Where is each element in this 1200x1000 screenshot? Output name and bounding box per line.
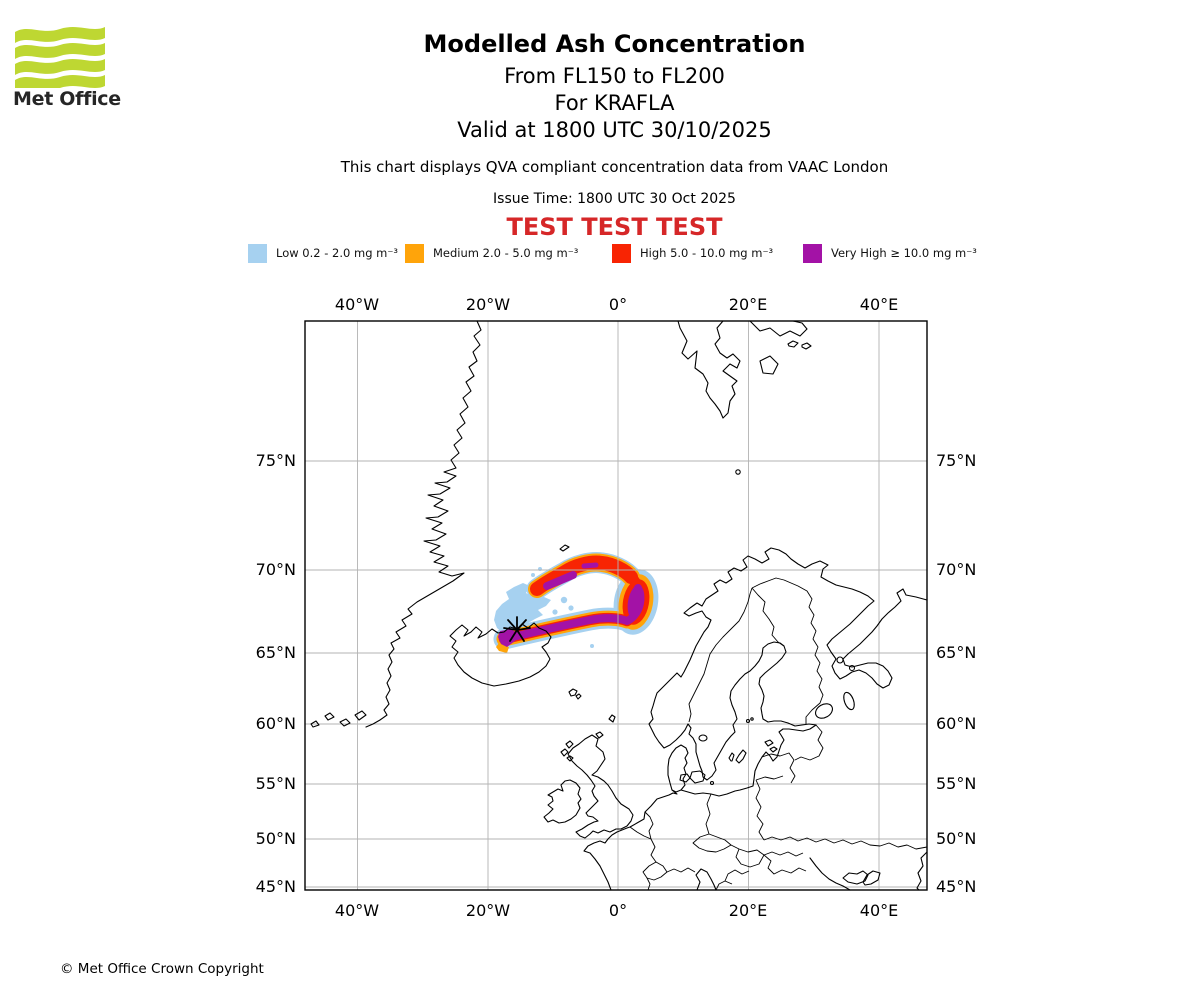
legend-swatch-high-icon bbox=[612, 243, 631, 263]
lat-tick-label: 50°N bbox=[936, 829, 976, 848]
legend-swatch-medium-icon bbox=[405, 243, 424, 263]
legend-label-high: High 5.0 - 10.0 mg m⁻³ bbox=[640, 246, 774, 260]
volcano-marker-icon bbox=[503, 616, 531, 642]
lon-tick-label: 20°E bbox=[729, 901, 767, 920]
lat-tick-label: 60°N bbox=[936, 714, 976, 733]
lat-tick-label: 70°N bbox=[256, 560, 296, 579]
lon-tick-label: 0° bbox=[609, 295, 627, 314]
subtitle-flight-levels: From FL150 to FL200 bbox=[504, 64, 725, 88]
lat-tick-label: 45°N bbox=[256, 877, 296, 896]
legend-swatch-low-icon bbox=[248, 243, 267, 263]
lon-tick-label: 0° bbox=[609, 901, 627, 920]
lat-tick-label: 75°N bbox=[256, 451, 296, 470]
test-banner: TEST TEST TEST bbox=[506, 213, 723, 241]
legend-label-medium: Medium 2.0 - 5.0 mg m⁻³ bbox=[433, 246, 579, 260]
subtitle-volcano: For KRAFLA bbox=[554, 91, 675, 115]
lon-labels-bottom: 40°W 20°W 0° 20°E 40°E bbox=[335, 901, 898, 920]
lat-tick-label: 65°N bbox=[256, 643, 296, 662]
ash-plume bbox=[493, 552, 659, 653]
copyright-notice: © Met Office Crown Copyright bbox=[60, 961, 264, 977]
lat-tick-label: 65°N bbox=[936, 643, 976, 662]
lat-tick-label: 75°N bbox=[936, 451, 976, 470]
legend-item: Very High ≥ 10.0 mg m⁻³ bbox=[803, 243, 977, 263]
lon-labels-top: 40°W 20°W 0° 20°E 40°E bbox=[335, 295, 898, 314]
lat-tick-label: 45°N bbox=[936, 877, 976, 896]
legend-label-low: Low 0.2 - 2.0 mg m⁻³ bbox=[276, 246, 399, 260]
met-office-logo bbox=[14, 24, 106, 92]
qva-description: This chart displays QVA compliant concen… bbox=[340, 158, 889, 176]
page-title: Modelled Ash Concentration bbox=[423, 30, 806, 58]
legend-label-very-high: Very High ≥ 10.0 mg m⁻³ bbox=[831, 246, 977, 260]
issue-time: Issue Time: 1800 UTC 30 Oct 2025 bbox=[493, 191, 736, 207]
legend-item: Medium 2.0 - 5.0 mg m⁻³ bbox=[405, 243, 578, 263]
legend-swatch-very-high-icon bbox=[803, 243, 822, 263]
lat-tick-label: 55°N bbox=[936, 774, 976, 793]
graticule bbox=[305, 321, 927, 890]
lat-tick-label: 55°N bbox=[256, 774, 296, 793]
lat-tick-label: 70°N bbox=[936, 560, 976, 579]
lon-tick-label: 20°W bbox=[466, 901, 510, 920]
lon-tick-label: 40°W bbox=[335, 295, 379, 314]
map-frame bbox=[304, 320, 928, 891]
lat-labels-right: 75°N 70°N 65°N 60°N 55°N 50°N 45°N bbox=[936, 451, 976, 896]
plume-very-high-layer bbox=[498, 562, 645, 647]
lat-labels-left: 75°N 70°N 65°N 60°N 55°N 50°N 45°N bbox=[256, 451, 296, 896]
coastlines bbox=[310, 320, 928, 891]
subtitle-valid-time: Valid at 1800 UTC 30/10/2025 bbox=[457, 118, 772, 142]
legend-item: High 5.0 - 10.0 mg m⁻³ bbox=[612, 243, 773, 263]
lon-tick-label: 20°W bbox=[466, 295, 510, 314]
ash-concentration-map: 40°W 20°W 0° 20°E 40°E 40°W 20°W 0° 20°E… bbox=[256, 295, 977, 920]
lon-tick-label: 40°E bbox=[860, 295, 898, 314]
logo-wordmark: Met Office bbox=[13, 88, 121, 110]
country-borders bbox=[629, 577, 928, 891]
lat-tick-label: 60°N bbox=[256, 714, 296, 733]
lon-tick-label: 20°E bbox=[729, 295, 767, 314]
lat-tick-label: 50°N bbox=[256, 829, 296, 848]
lon-tick-label: 40°W bbox=[335, 901, 379, 920]
lon-tick-label: 40°E bbox=[860, 901, 898, 920]
met-office-logo-icon bbox=[15, 27, 105, 91]
legend-item: Low 0.2 - 2.0 mg m⁻³ bbox=[248, 243, 398, 263]
